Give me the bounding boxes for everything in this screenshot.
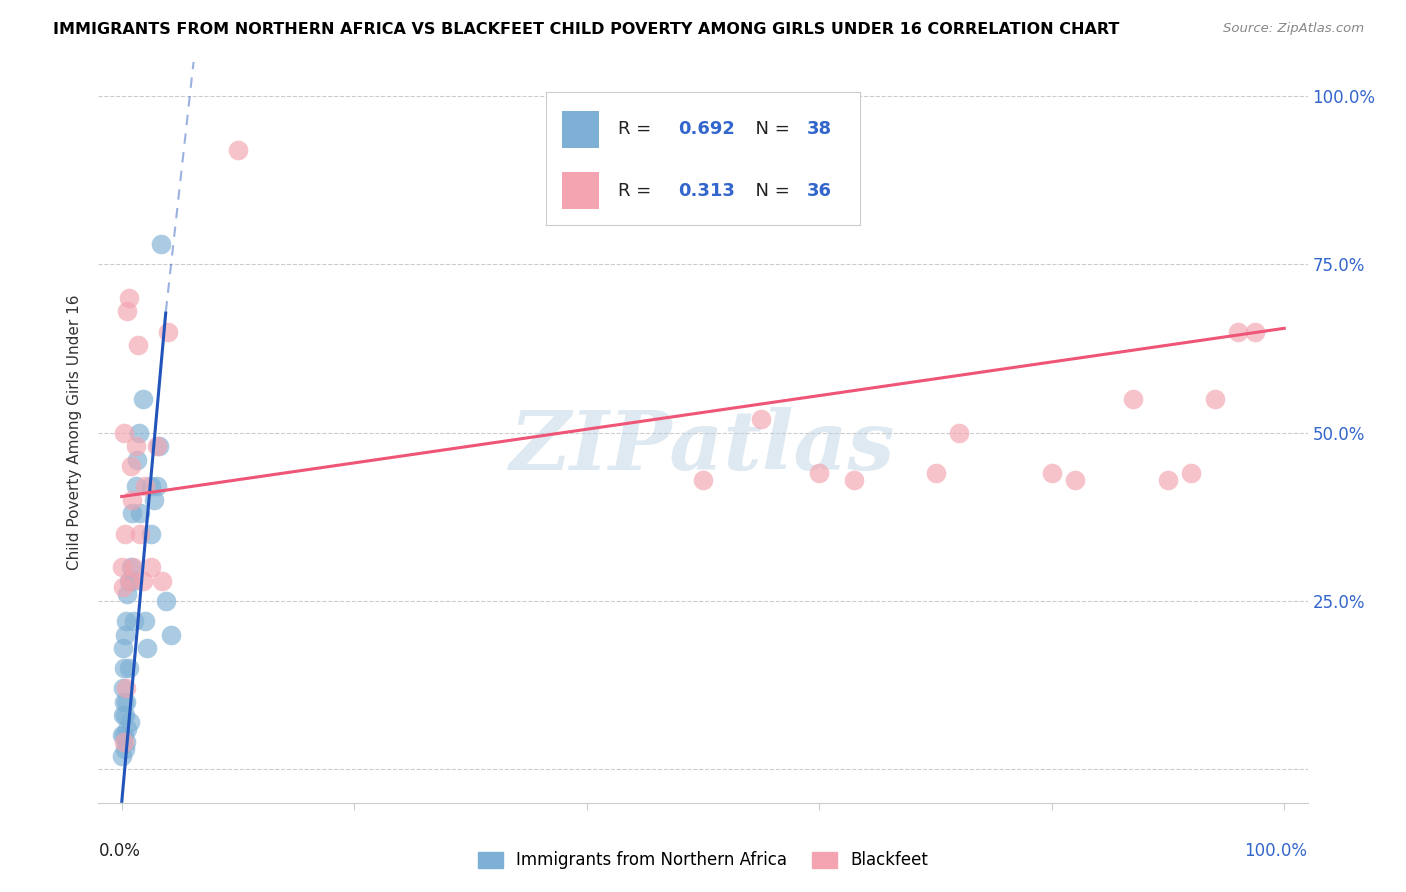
Point bbox=[129, 507, 152, 521]
Point bbox=[157, 325, 180, 339]
Point bbox=[112, 735, 135, 749]
Point bbox=[114, 627, 136, 641]
Point bbox=[159, 627, 181, 641]
Text: IMMIGRANTS FROM NORTHERN AFRICA VS BLACKFEET CHILD POVERTY AMONG GIRLS UNDER 16 : IMMIGRANTS FROM NORTHERN AFRICA VS BLACK… bbox=[53, 22, 1119, 37]
Point bbox=[1040, 466, 1063, 480]
Point bbox=[749, 412, 772, 426]
Point bbox=[115, 614, 138, 628]
Point bbox=[114, 742, 136, 756]
Point bbox=[111, 640, 134, 655]
Point bbox=[128, 425, 150, 440]
Point bbox=[1180, 466, 1202, 480]
Point bbox=[124, 439, 146, 453]
Point bbox=[118, 291, 141, 305]
Point bbox=[122, 574, 145, 588]
Point bbox=[948, 425, 970, 440]
Point bbox=[148, 439, 170, 453]
Point bbox=[139, 560, 162, 574]
Point bbox=[150, 574, 173, 588]
Point bbox=[1244, 325, 1267, 339]
Point bbox=[115, 695, 138, 709]
Point bbox=[124, 479, 146, 493]
Point bbox=[808, 466, 831, 480]
Point bbox=[131, 574, 153, 588]
Point bbox=[139, 526, 162, 541]
Point bbox=[1157, 473, 1180, 487]
Point bbox=[121, 507, 143, 521]
Text: Source: ZipAtlas.com: Source: ZipAtlas.com bbox=[1223, 22, 1364, 36]
Legend: Immigrants from Northern Africa, Blackfeet: Immigrants from Northern Africa, Blackfe… bbox=[471, 845, 935, 876]
Point bbox=[117, 587, 139, 601]
Point bbox=[129, 526, 152, 541]
Y-axis label: Child Poverty Among Girls Under 16: Child Poverty Among Girls Under 16 bbox=[67, 295, 83, 570]
Point bbox=[924, 466, 946, 480]
Point bbox=[120, 459, 142, 474]
Point bbox=[115, 735, 138, 749]
Text: 0.0%: 0.0% bbox=[98, 842, 141, 860]
Point bbox=[139, 479, 162, 493]
Point bbox=[121, 492, 143, 507]
Point bbox=[145, 439, 167, 453]
Point bbox=[118, 661, 141, 675]
Point bbox=[1122, 392, 1144, 406]
Point bbox=[844, 473, 866, 487]
Point bbox=[115, 681, 138, 696]
Point bbox=[1064, 473, 1087, 487]
Point bbox=[111, 681, 134, 696]
Point bbox=[112, 661, 135, 675]
Point bbox=[124, 614, 146, 628]
Point bbox=[125, 452, 148, 467]
Point bbox=[131, 392, 153, 406]
Point bbox=[111, 708, 134, 723]
Point bbox=[134, 479, 156, 493]
Point bbox=[111, 581, 134, 595]
Point bbox=[112, 729, 135, 743]
Text: ZIPatlas: ZIPatlas bbox=[510, 408, 896, 487]
Point bbox=[143, 492, 166, 507]
Point bbox=[1204, 392, 1226, 406]
Point bbox=[127, 338, 149, 352]
Point bbox=[118, 714, 141, 729]
Point bbox=[112, 425, 135, 440]
Point bbox=[117, 722, 139, 736]
Point bbox=[150, 237, 173, 252]
Point bbox=[118, 574, 141, 588]
Point bbox=[118, 574, 141, 588]
Point bbox=[117, 304, 139, 318]
Point bbox=[134, 614, 156, 628]
Point bbox=[111, 560, 134, 574]
Point bbox=[692, 473, 714, 487]
Point bbox=[111, 748, 134, 763]
Point bbox=[122, 560, 145, 574]
Point bbox=[145, 479, 167, 493]
Point bbox=[155, 594, 177, 608]
Point bbox=[136, 640, 159, 655]
Point bbox=[120, 560, 142, 574]
Text: 100.0%: 100.0% bbox=[1244, 842, 1308, 860]
Point bbox=[226, 143, 249, 157]
Point bbox=[111, 729, 134, 743]
Point bbox=[114, 526, 136, 541]
Point bbox=[114, 708, 136, 723]
Point bbox=[1226, 325, 1249, 339]
Point bbox=[112, 695, 135, 709]
